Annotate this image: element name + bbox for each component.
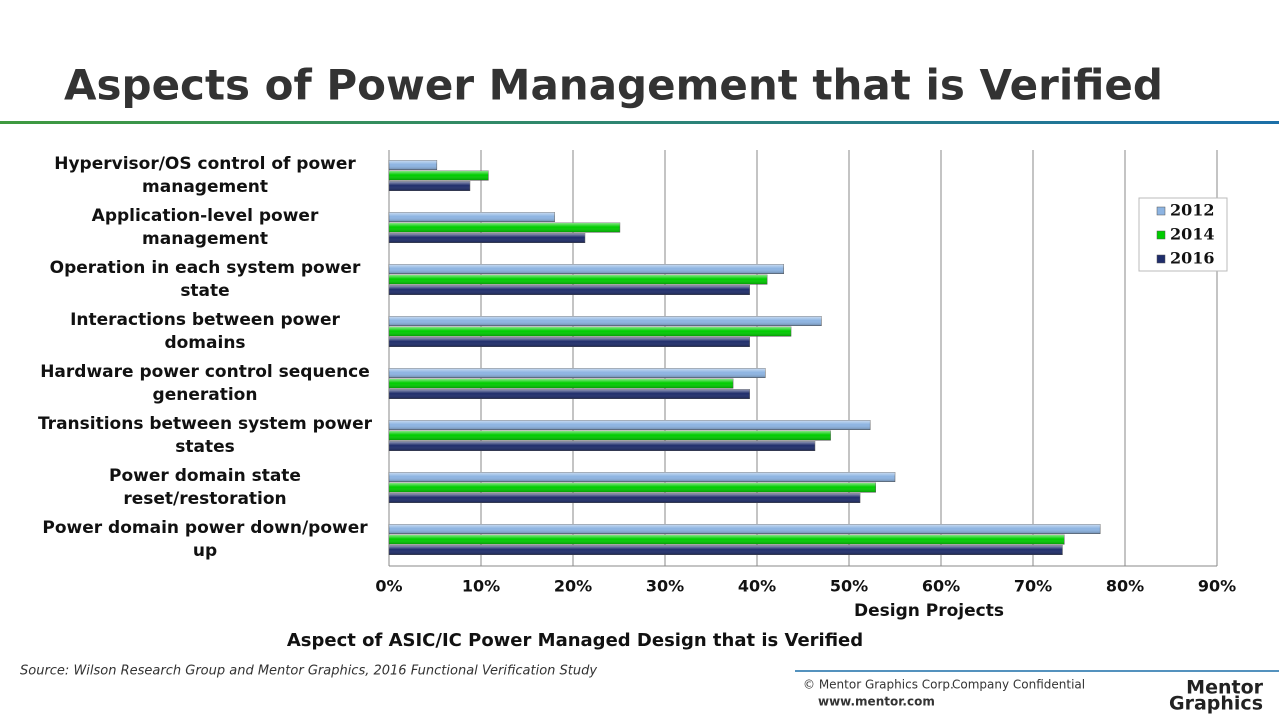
bar-shine [389,326,792,337]
legend-label: 2016 [1170,249,1215,268]
bar-shine [389,264,784,274]
bar-shine [389,534,1065,545]
legend-box [1138,197,1228,272]
x-axis-title: Design Projects [854,601,1004,621]
x-tick-label: 60% [922,577,960,596]
bar-shine [389,545,1063,555]
bar-shine [389,337,750,347]
x-tick-label: 50% [830,577,868,596]
bar-shine [389,274,768,285]
slide-title: Aspects of Power Management that is Veri… [64,61,1163,110]
plot: 0% 10% 20% 30% 40% 50% 60% 70% 80% 90% 2012 2014 201… [375,150,1236,596]
bar-shine [389,430,831,441]
x-tick-label: 0% [375,577,402,596]
bar-shine [389,222,620,233]
x-tick-label: 30% [646,577,684,596]
x-tick-label: 40% [738,577,776,596]
x-tick-label: 90% [1198,577,1236,596]
logo: Mentor [1186,677,1263,699]
y-tick-label: Power domain power down/power up [42,518,368,561]
bar-shine [389,472,895,482]
chart-title: Aspect of ASIC/IC Power Managed Design t… [287,630,863,651]
y-tick-label: Hypervisor/OS control of power managemen… [54,154,356,197]
y-tick-label: Operation in each system power state [49,258,361,301]
bar-shine [389,482,876,493]
bar-shine [389,212,555,222]
title-rule [0,121,1279,124]
bar-shine [389,160,437,170]
website: www.mentor.com [818,695,935,709]
y-tick-label: Interactions between power domains [70,310,340,353]
copyright: © Mentor Graphics Corp. [803,678,954,692]
logo: Graphics [1169,693,1263,715]
legend-label: 2012 [1170,201,1215,220]
legend-swatch [1156,230,1166,240]
bar-shine [389,420,871,430]
confidential: Company Confidential [952,678,1085,692]
x-tick-label: 20% [554,577,592,596]
legend-label: 2014 [1170,225,1215,244]
x-tick-label: 10% [462,577,500,596]
bar-shine [389,368,766,378]
bar-shine [389,493,861,503]
y-tick-label: Transitions between system power states [37,414,373,457]
bar-shine [389,389,750,399]
bar-shine [389,441,815,451]
bar-shine [389,233,585,243]
x-tick-label: 70% [1014,577,1052,596]
bar-shine [389,181,470,191]
legend-swatch [1156,206,1166,216]
source: Source: Wilson Research Group and Mentor… [20,664,597,679]
x-tick-label: 80% [1106,577,1144,596]
bar-shine [389,285,750,295]
y-tick-label: Application-level power management [91,206,319,249]
bar-shine [389,524,1101,534]
y-tick-label: Power domain state reset/restoration [109,466,301,509]
bar-shine [389,378,734,389]
legend-swatch [1156,254,1166,264]
y-tick-label: Hardware power control sequence generati… [40,362,370,405]
bar-shine [389,170,489,181]
bar-shine [389,316,822,326]
